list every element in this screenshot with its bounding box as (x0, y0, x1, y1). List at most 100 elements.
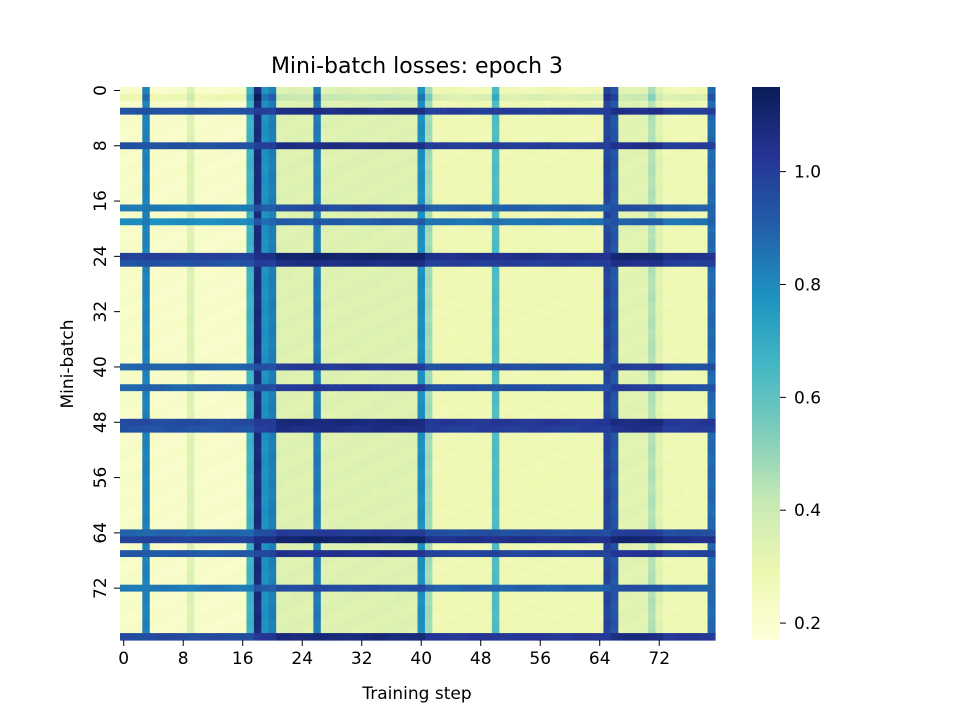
heatmap-cell (499, 328, 508, 337)
heatmap-cell (239, 211, 248, 219)
heatmap-cell (633, 128, 642, 136)
heatmap-cell (365, 252, 374, 261)
heatmap-cell (655, 467, 664, 475)
heatmap-cell (521, 370, 530, 378)
heatmap-cell (424, 93, 433, 102)
heatmap-cell (298, 501, 307, 510)
heatmap-cell (484, 453, 493, 461)
heatmap-cell (402, 301, 411, 309)
heatmap-cell (320, 418, 329, 427)
heatmap-cell (469, 163, 478, 171)
heatmap-cell (402, 211, 411, 219)
heatmap-cell (380, 481, 389, 489)
heatmap-cell (164, 501, 173, 510)
heatmap-cell (662, 287, 671, 295)
heatmap-cell (365, 204, 374, 213)
heatmap-cell (261, 218, 270, 226)
heatmap-cell (677, 508, 686, 517)
heatmap-cell (149, 107, 158, 116)
heatmap-cell (573, 377, 582, 385)
heatmap-cell (380, 404, 389, 413)
heatmap-cell (402, 87, 411, 95)
heatmap-cell (305, 446, 314, 454)
heatmap-cell (454, 384, 463, 392)
heatmap-cell (149, 377, 158, 385)
heatmap-cell (566, 411, 575, 420)
heatmap-cell (618, 259, 627, 268)
heatmap-cell (410, 446, 419, 454)
heatmap-cell (305, 156, 314, 164)
heatmap-cell (246, 287, 255, 295)
heatmap-cell (692, 494, 701, 503)
heatmap-cell (298, 467, 307, 475)
heatmap-cell (625, 377, 634, 385)
heatmap-cell (417, 156, 426, 164)
heatmap-cell (283, 487, 292, 496)
heatmap-cell (424, 487, 433, 496)
heatmap-cell (521, 508, 530, 517)
heatmap-cell (603, 322, 612, 330)
heatmap-cell (551, 204, 560, 213)
heatmap-cell (172, 460, 181, 468)
heatmap-cell (305, 481, 314, 489)
heatmap-cell (655, 301, 664, 309)
heatmap-cell (224, 453, 233, 461)
heatmap-cell (618, 245, 627, 254)
heatmap-cell (157, 446, 166, 454)
heatmap-cell (402, 176, 411, 185)
heatmap-cell (648, 156, 657, 164)
heatmap-cell (186, 204, 195, 213)
heatmap-cell (581, 460, 590, 468)
heatmap-cell (172, 266, 181, 275)
heatmap-cell (127, 370, 136, 378)
heatmap-cell (320, 211, 329, 219)
heatmap-cell (558, 391, 567, 399)
heatmap-cell (246, 453, 255, 461)
heatmap-cell (201, 398, 210, 406)
heatmap-cell (566, 487, 575, 496)
heatmap-cell (305, 266, 314, 275)
heatmap-cell (164, 280, 173, 289)
heatmap-cell (491, 176, 500, 185)
heatmap-cell (417, 315, 426, 323)
heatmap-cell (707, 156, 716, 164)
heatmap-cell (291, 460, 300, 468)
heatmap-cell (439, 487, 448, 496)
heatmap-cell (283, 204, 292, 213)
heatmap-cell (410, 190, 419, 199)
heatmap-cell (432, 135, 441, 143)
heatmap-cell (395, 225, 404, 233)
heatmap-cell (432, 467, 441, 475)
heatmap-cell (603, 342, 612, 351)
heatmap-cell (655, 176, 664, 185)
heatmap-cell (276, 211, 285, 219)
heatmap-cell (335, 183, 344, 192)
heatmap-cell (350, 197, 359, 206)
heatmap-cell (343, 501, 352, 510)
heatmap-cell (224, 411, 233, 420)
heatmap-cell (201, 418, 210, 427)
heatmap-cell (365, 391, 374, 399)
heatmap-cell (201, 287, 210, 295)
heatmap-cell (707, 225, 716, 233)
heatmap-cell (298, 100, 307, 109)
heatmap-cell (566, 391, 575, 399)
heatmap-cell (149, 294, 158, 302)
heatmap-cell (358, 294, 367, 302)
heatmap-cell (685, 100, 694, 109)
heatmap-cell (596, 93, 605, 102)
heatmap-cell (625, 156, 634, 164)
heatmap-cell (685, 453, 694, 461)
heatmap-cell (127, 467, 136, 475)
heatmap-cell (320, 391, 329, 399)
heatmap-cell (618, 508, 627, 517)
heatmap-cell (700, 315, 709, 323)
heatmap-cell (402, 183, 411, 192)
heatmap-cell (157, 121, 166, 130)
heatmap-cell (491, 322, 500, 330)
heatmap-cell (261, 245, 270, 254)
heatmap-cell (469, 349, 478, 358)
heatmap-cell (261, 163, 270, 171)
heatmap-cell (358, 481, 367, 489)
heatmap-cell (216, 190, 225, 199)
